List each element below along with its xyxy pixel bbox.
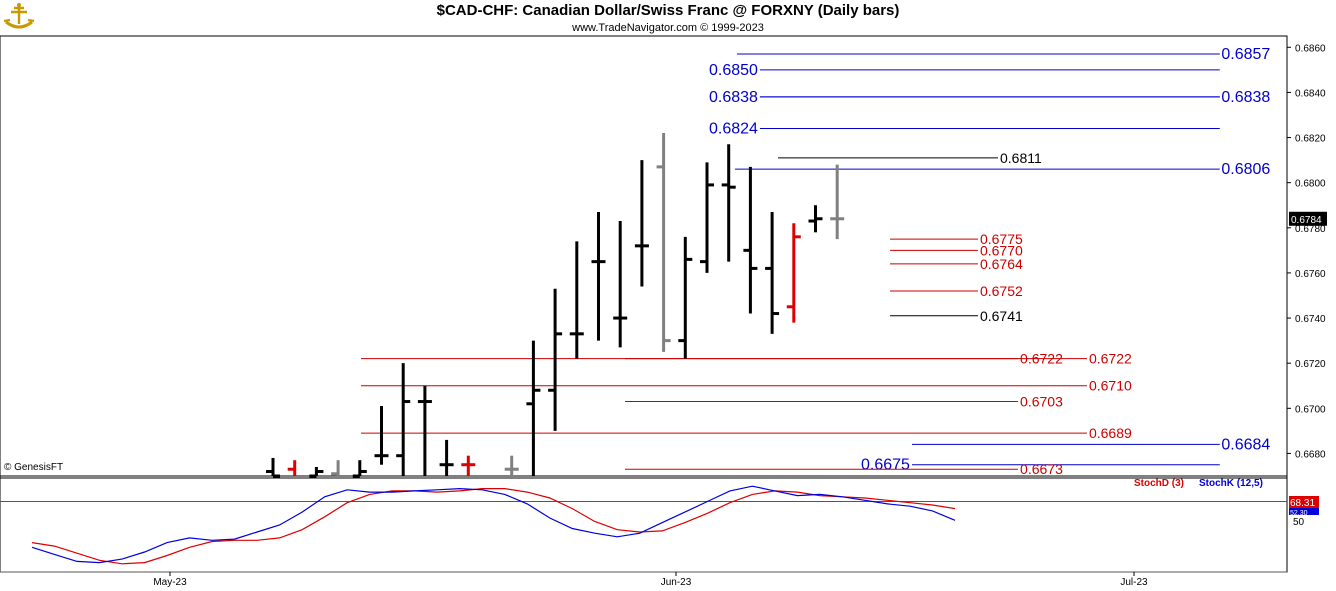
y-tick-label: 0.6860	[1295, 43, 1326, 54]
stochd-label: StochD (3)	[1134, 478, 1184, 489]
y-tick-label: 0.6740	[1295, 314, 1326, 325]
stochk-line	[31, 485, 956, 564]
level-label: 0.6752	[980, 283, 1023, 299]
level-label: 0.6811	[1000, 150, 1042, 166]
level-label: 0.6824	[709, 121, 758, 138]
level-label: 0.6857	[1221, 46, 1270, 63]
stoch-level-label: 50	[1293, 517, 1305, 528]
plot-frame	[0, 35, 1288, 573]
y-tick-label: 0.6780	[1295, 224, 1326, 235]
level-label: 0.6673	[1020, 461, 1063, 477]
stochd-value: 68.31	[1290, 498, 1315, 509]
x-tick-label: Jul-23	[1120, 577, 1148, 588]
tradenavigator-logo	[3, 3, 35, 29]
y-tick-label: 0.6840	[1295, 88, 1326, 99]
level-label: 0.6806	[1221, 161, 1270, 178]
level-label: 0.6764	[980, 256, 1023, 272]
data-credit: © GenesisFT	[4, 462, 64, 473]
last-price-box	[1289, 211, 1327, 226]
last-price-label: 0.6784	[1291, 215, 1322, 226]
level-label: 0.6775	[980, 231, 1023, 247]
level-label: 0.6722	[1089, 351, 1132, 367]
y-tick-label: 0.6720	[1295, 359, 1326, 370]
level-label: 0.6689	[1089, 425, 1132, 441]
chart-subtitle: www.TradeNavigator.com © 1999-2023	[572, 22, 764, 34]
stochk-value: 52.30	[1290, 510, 1308, 517]
level-label: 0.6741	[980, 308, 1023, 324]
level-label: 0.6838	[1221, 89, 1270, 106]
stochd-value-box	[1289, 496, 1319, 508]
level-label: 0.6838	[709, 89, 758, 106]
level-label: 0.6710	[1089, 378, 1132, 394]
chart-title: $CAD-CHF: Canadian Dollar/Swiss Franc @ …	[436, 2, 900, 19]
stochk-label: StochK (12,5)	[1199, 478, 1263, 489]
y-tick-label: 0.6760	[1295, 269, 1326, 280]
y-tick-label: 0.6800	[1295, 179, 1326, 190]
level-label: 0.6703	[1020, 394, 1063, 410]
level-label: 0.6850	[709, 62, 758, 79]
stochd-line	[31, 488, 956, 565]
stochk-value-box	[1289, 508, 1319, 515]
level-label: 0.6722	[1020, 351, 1063, 367]
x-tick-label: May-23	[153, 577, 187, 588]
y-tick-label: 0.6700	[1295, 404, 1326, 415]
level-label: 0.6684	[1221, 436, 1270, 453]
level-label: 0.6675	[861, 457, 910, 474]
level-label: 0.6770	[980, 242, 1023, 258]
y-tick-label: 0.6820	[1295, 134, 1326, 145]
x-tick-label: Jun-23	[661, 577, 692, 588]
y-tick-label: 0.6680	[1295, 449, 1326, 460]
